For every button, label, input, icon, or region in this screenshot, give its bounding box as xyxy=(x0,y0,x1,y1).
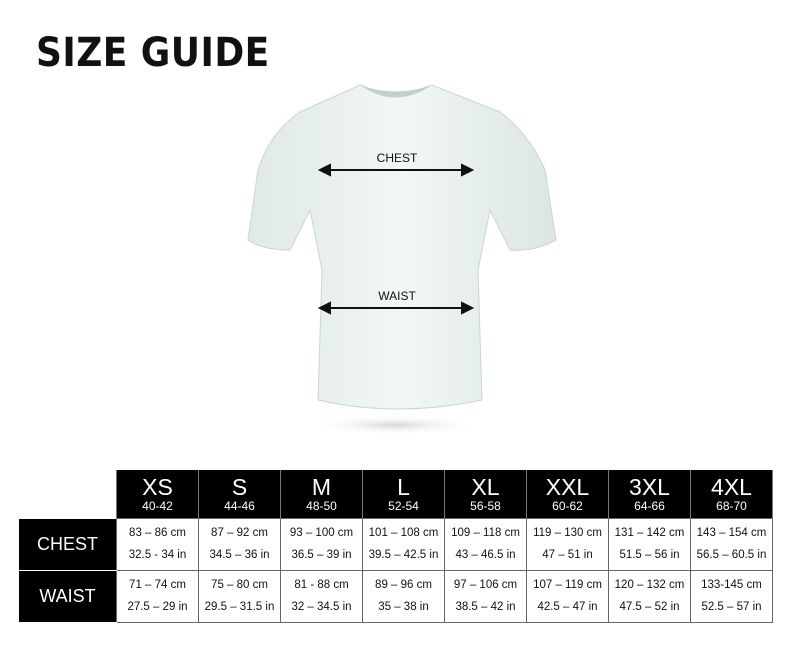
blank-cell xyxy=(19,470,117,519)
in-value: 47 – 51 in xyxy=(542,549,593,562)
page-title: SIZE GUIDE xyxy=(36,30,270,76)
in-value: 52.5 – 57 in xyxy=(701,601,762,613)
eu-size-range: 44-46 xyxy=(224,499,255,513)
measure-cell: 87 – 92 cm 34.5 – 36 in xyxy=(198,518,281,571)
waist-arrow xyxy=(317,301,475,315)
cm-value: 119 – 130 cm xyxy=(533,527,602,540)
in-value: 51.5 – 56 in xyxy=(619,549,680,562)
measure-cell: 109 – 118 cm 43 – 46.5 in xyxy=(444,518,527,571)
eu-size-range: 60-62 xyxy=(552,499,583,513)
size-header-xl: XL 56-58 xyxy=(444,470,527,519)
size-label: XXL xyxy=(545,474,590,500)
size-label: L xyxy=(397,474,410,500)
measure-cell: 101 – 108 cm 39.5 – 42.5 in xyxy=(362,518,445,571)
measure-cell: 133-145 cm 52.5 – 57 in xyxy=(690,569,773,623)
size-label: XS xyxy=(142,474,173,500)
cm-value: 89 – 96 cm xyxy=(375,579,432,591)
size-header-xxl: XXL 60-62 xyxy=(526,470,609,519)
measure-cell: 71 – 74 cm 27.5 – 29 in xyxy=(116,569,199,623)
in-value: 39.5 – 42.5 in xyxy=(368,549,439,562)
cm-value: 133-145 cm xyxy=(701,579,762,591)
in-value: 47.5 – 52 in xyxy=(619,601,680,613)
chest-arrow xyxy=(317,163,475,177)
size-label: 4XL xyxy=(711,474,752,500)
cm-value: 120 – 132 cm xyxy=(614,579,685,591)
row-label: WAIST xyxy=(19,570,117,623)
measure-cell: 120 – 132 cm 47.5 – 52 in xyxy=(608,569,691,623)
size-header-4xl: 4XL 68-70 xyxy=(690,470,773,519)
in-value: 32 – 34.5 in xyxy=(291,601,352,613)
eu-size-range: 68-70 xyxy=(716,499,747,513)
eu-size-range: 48-50 xyxy=(306,499,337,513)
cm-value: 93 – 100 cm xyxy=(289,527,354,540)
in-value: 32.5 - 34 in xyxy=(128,549,187,562)
size-table: XS 40-42 S 44-46 M 48-50 L 52-54 XL 56-58 XXL 60-62… xyxy=(19,470,773,623)
in-value: 35 – 38 in xyxy=(378,601,429,613)
in-value: 27.5 – 29 in xyxy=(127,601,188,613)
measure-cell: 89 – 96 cm 35 – 38 in xyxy=(362,569,445,623)
cm-value: 131 – 142 cm xyxy=(614,527,685,540)
cm-value: 109 – 118 cm xyxy=(451,527,520,540)
cm-value: 101 – 108 cm xyxy=(368,527,439,540)
measure-cell: 83 – 86 cm 32.5 - 34 in xyxy=(116,518,199,571)
measure-cell: 107 – 119 cm 42.5 – 47 in xyxy=(526,569,609,623)
waist-measure-label: WAIST xyxy=(378,289,416,303)
size-header-xs: XS 40-42 xyxy=(116,470,199,519)
size-label: S xyxy=(231,474,248,500)
cm-value: 107 – 119 cm xyxy=(533,579,602,591)
cm-value: 71 – 74 cm xyxy=(129,579,186,591)
size-header-l: L 52-54 xyxy=(362,470,445,519)
row-label: CHEST xyxy=(19,518,117,571)
size-label: XL xyxy=(471,474,500,500)
in-value: 29.5 – 31.5 in xyxy=(204,601,275,613)
cm-value: 81 - 88 cm xyxy=(294,579,349,591)
size-header-s: S 44-46 xyxy=(198,470,281,519)
chest-measure-label: CHEST xyxy=(376,151,418,165)
cm-value: 87 – 92 cm xyxy=(211,527,268,540)
in-value: 56.5 – 60.5 in xyxy=(696,549,767,562)
size-label: 3XL xyxy=(629,474,670,500)
cm-value: 75 – 80 cm xyxy=(211,579,268,591)
measure-cell: 119 – 130 cm 47 – 51 in xyxy=(526,518,609,571)
measure-cell: 97 – 106 cm 38.5 – 42 in xyxy=(444,569,527,623)
size-header-m: M 48-50 xyxy=(280,470,363,519)
in-value: 42.5 – 47 in xyxy=(537,601,598,613)
measure-cell: 93 – 100 cm 36.5 – 39 in xyxy=(280,518,363,571)
table-row-chest: CHEST 83 – 86 cm 32.5 - 34 in 87 – 92 cm 34.… xyxy=(19,518,773,571)
tshirt-illustration xyxy=(247,84,557,435)
cm-value: 143 – 154 cm xyxy=(696,527,767,540)
in-value: 43 – 46.5 in xyxy=(455,549,516,562)
eu-size-range: 64-66 xyxy=(634,499,665,513)
table-row-waist: WAIST 71 – 74 cm 27.5 – 29 in 75 – 80 cm 29.… xyxy=(19,569,773,623)
in-value: 36.5 – 39 in xyxy=(291,549,352,562)
in-value: 38.5 – 42 in xyxy=(455,601,516,613)
measure-cell: 131 – 142 cm 51.5 – 56 in xyxy=(608,518,691,571)
eu-size-range: 52-54 xyxy=(388,499,419,513)
cm-value: 97 – 106 cm xyxy=(453,579,518,591)
size-header-3xl: 3XL 64-66 xyxy=(608,470,691,519)
in-value: 34.5 – 36 in xyxy=(209,549,270,562)
size-label: M xyxy=(311,474,332,500)
size-header-row: XS 40-42 S 44-46 M 48-50 L 52-54 XL 56-58 XXL 60-62… xyxy=(19,470,773,519)
measure-cell: 75 – 80 cm 29.5 – 31.5 in xyxy=(198,569,281,623)
measure-cell: 143 – 154 cm 56.5 – 60.5 in xyxy=(690,518,773,571)
eu-size-range: 56-58 xyxy=(470,499,501,513)
eu-size-range: 40-42 xyxy=(142,499,173,513)
measure-cell: 81 - 88 cm 32 – 34.5 in xyxy=(280,569,363,623)
cm-value: 83 – 86 cm xyxy=(129,527,186,540)
